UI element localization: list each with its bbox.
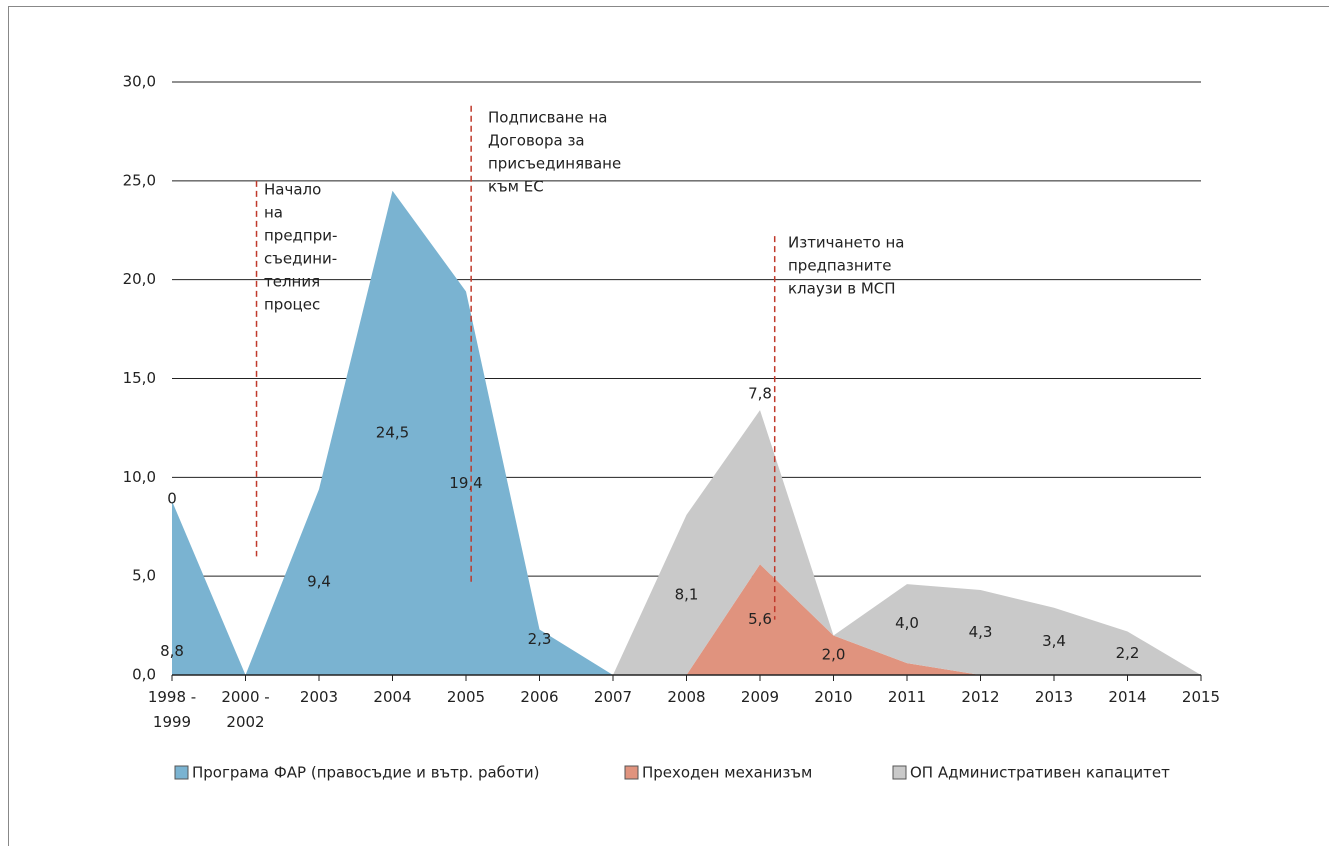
y-tick-label: 25,0 <box>123 171 156 189</box>
y-tick-label: 30,0 <box>123 73 156 91</box>
x-tick-label: 2014 <box>1108 688 1146 706</box>
data-label: 8,1 <box>675 585 699 603</box>
x-tick-label: 2000 -2002 <box>221 688 269 731</box>
data-label: 7,8 <box>748 385 772 403</box>
x-tick-label: 2006 <box>520 688 558 706</box>
annotation-text: клаузи в МСП <box>788 280 896 298</box>
legend-swatch <box>892 765 907 780</box>
data-label: 8,8 <box>160 642 184 660</box>
y-tick-label: 20,0 <box>123 270 156 288</box>
legend-label: Преходен механизъм <box>642 764 812 782</box>
x-tick-label: 2009 <box>741 688 779 706</box>
data-label: 2,2 <box>1116 644 1140 662</box>
legend-swatch <box>174 765 189 780</box>
y-tick-label: 0,0 <box>132 666 156 684</box>
x-tick-label: 2003 <box>300 688 338 706</box>
legend-label: Програма ФАР (правосъдие и вътр. работи) <box>192 764 539 782</box>
data-label: 19,4 <box>449 474 482 492</box>
legend-label: ОП Административен капацитет <box>910 764 1170 782</box>
data-label: 4,0 <box>895 614 919 632</box>
x-tick-label: 2005 <box>447 688 485 706</box>
frame <box>8 6 1329 846</box>
y-tick-label: 10,0 <box>123 468 156 486</box>
annotation-text: Договора за <box>488 132 585 150</box>
annotation-text: присъединяване <box>488 155 621 173</box>
y-tick-label: 15,0 <box>123 369 156 387</box>
x-tick-label: 2011 <box>888 688 926 706</box>
area <box>172 190 1201 675</box>
annotation-text: процес <box>264 296 320 314</box>
y-tick-label: 5,0 <box>132 567 156 585</box>
annotation-text: телния <box>264 273 320 291</box>
x-tick-label: 2015 <box>1182 688 1220 706</box>
x-tick-label: 1998 -1999 <box>148 688 196 731</box>
x-tick-label: 2012 <box>961 688 999 706</box>
annotation-text: Изтичането на <box>788 234 904 252</box>
data-label: 2,0 <box>822 646 846 664</box>
x-tick-label: 2008 <box>667 688 705 706</box>
data-label: 9,4 <box>307 573 331 591</box>
data-label: 5,6 <box>748 610 772 628</box>
legend-swatch <box>624 765 639 780</box>
data-label: 0 <box>167 490 177 508</box>
data-label: 2,3 <box>528 630 552 648</box>
annotation-text: на <box>264 204 283 222</box>
data-label: 3,4 <box>1042 632 1066 650</box>
annotation-text: към ЕС <box>488 178 544 196</box>
x-tick-label: 2013 <box>1035 688 1073 706</box>
annotation-text: предпри- <box>264 227 337 245</box>
annotation-text: съедини- <box>264 250 337 268</box>
data-label: 24,5 <box>376 423 409 441</box>
x-tick-label: 2010 <box>814 688 852 706</box>
area <box>172 190 1201 675</box>
annotation-text: Начало <box>264 181 321 199</box>
data-label: 4,3 <box>969 623 993 641</box>
x-tick-label: 2004 <box>373 688 411 706</box>
x-tick-label: 2007 <box>594 688 632 706</box>
annotation-text: предпазните <box>788 257 891 275</box>
annotation-text: Подписване на <box>488 109 607 127</box>
